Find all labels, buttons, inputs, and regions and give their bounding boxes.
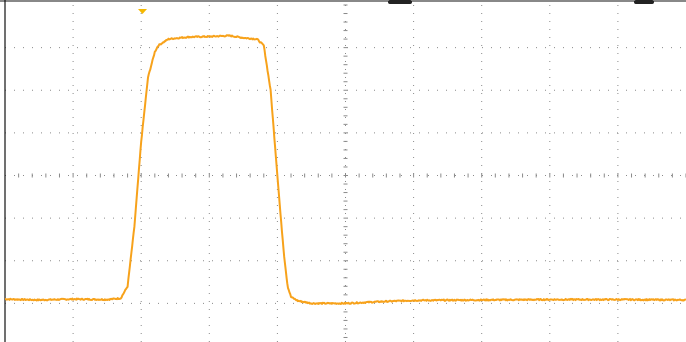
markers [138, 0, 654, 14]
cursor-handle [634, 0, 654, 4]
graticule [4, 4, 686, 342]
cursor-handle [388, 0, 412, 4]
traces [4, 34, 686, 306]
trace-line [4, 34, 686, 306]
trigger-position-marker [138, 9, 147, 14]
